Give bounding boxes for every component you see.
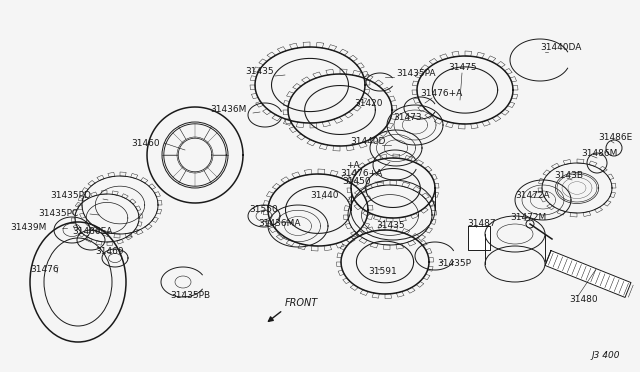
Text: 31435PA: 31435PA (396, 70, 435, 78)
Text: 31472M: 31472M (510, 214, 547, 222)
Text: 31480: 31480 (569, 295, 598, 305)
Text: 31475: 31475 (448, 64, 477, 73)
Text: 31440DA: 31440DA (540, 42, 581, 51)
Text: 31476: 31476 (30, 266, 59, 275)
Text: 31472A: 31472A (515, 190, 550, 199)
Text: 31440: 31440 (310, 192, 339, 201)
Text: 31486EA: 31486EA (72, 228, 113, 237)
Text: 31435PC: 31435PC (38, 209, 78, 218)
Text: 31550: 31550 (249, 205, 278, 214)
Text: 31435PB: 31435PB (170, 291, 210, 299)
Text: 31476+A: 31476+A (340, 169, 382, 177)
Text: 31450: 31450 (342, 177, 371, 186)
Text: 31486M: 31486M (581, 148, 618, 157)
Text: 31476+A: 31476+A (420, 90, 462, 99)
Text: 31591: 31591 (368, 267, 397, 276)
Polygon shape (545, 251, 631, 298)
Text: 31436MA: 31436MA (258, 219, 301, 228)
Text: 31473: 31473 (393, 112, 422, 122)
Text: 31439M: 31439M (10, 224, 46, 232)
Text: 31440D: 31440D (350, 138, 385, 147)
Text: 31435P: 31435P (437, 260, 471, 269)
Text: 31469: 31469 (95, 247, 124, 256)
Text: J3 400: J3 400 (591, 351, 620, 360)
Text: 31486E: 31486E (598, 134, 632, 142)
Text: 31435PD: 31435PD (50, 192, 91, 201)
Text: 3143B: 3143B (554, 171, 583, 180)
Text: 31420: 31420 (354, 99, 383, 108)
Text: 31435: 31435 (245, 67, 274, 77)
Polygon shape (468, 226, 490, 250)
Text: FRONT: FRONT (285, 298, 318, 308)
Text: +A: +A (346, 160, 360, 170)
Text: 31487: 31487 (467, 219, 495, 228)
Text: 31460: 31460 (131, 138, 159, 148)
Text: 31436M: 31436M (210, 106, 246, 115)
Text: 31435: 31435 (376, 221, 404, 230)
